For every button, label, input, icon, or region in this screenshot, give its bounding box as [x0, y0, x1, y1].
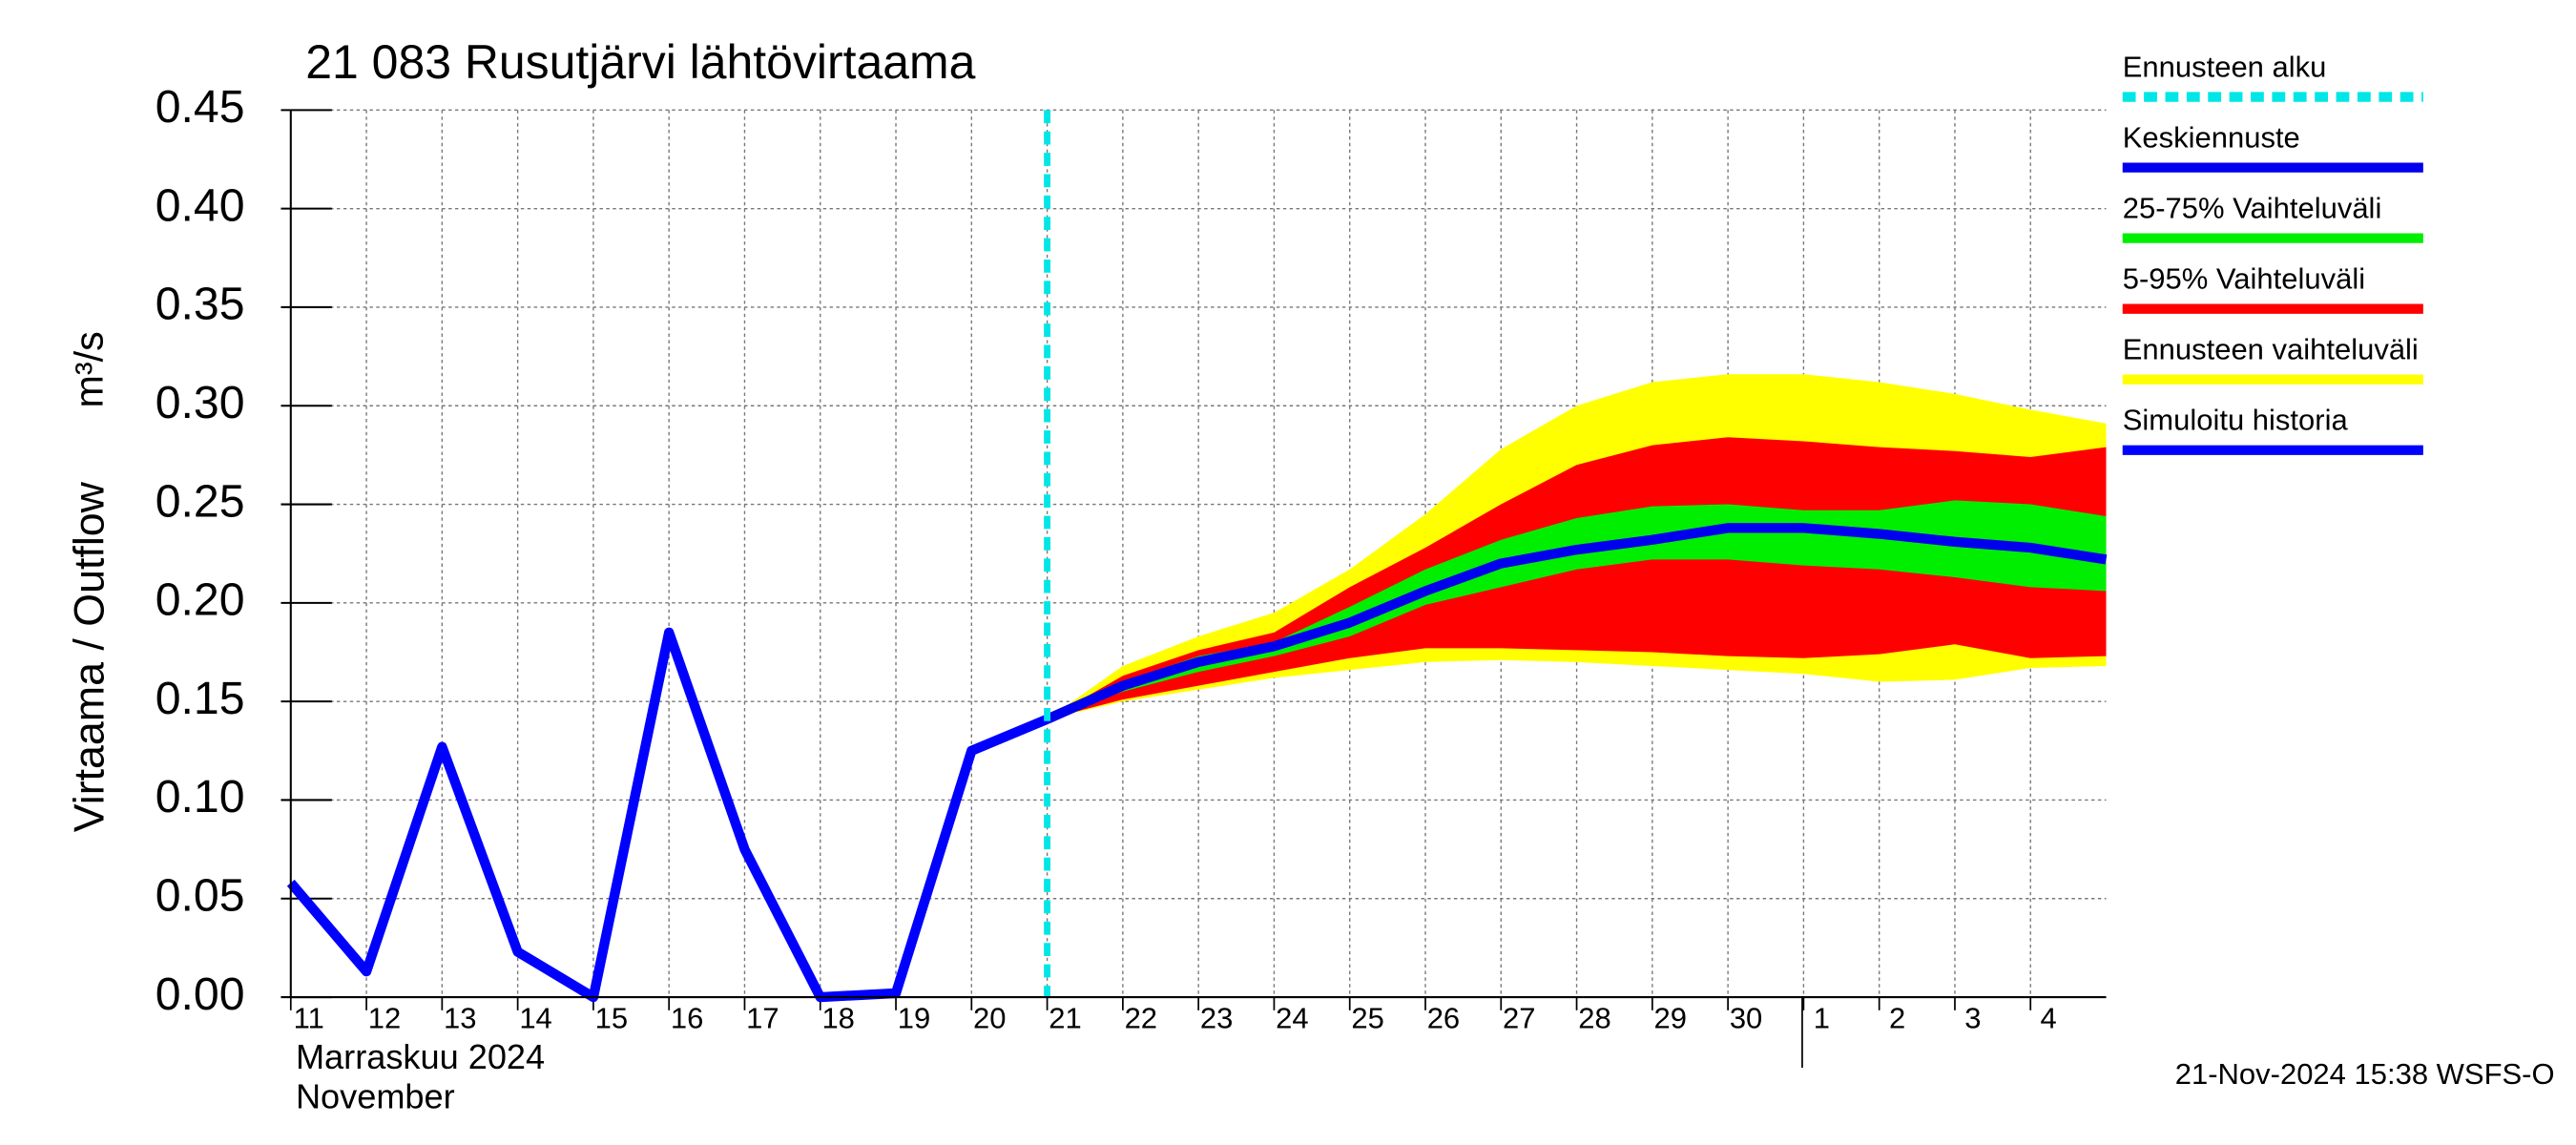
y-axis-label: Virtaama / Outflow — [65, 481, 113, 832]
x-tick-label: 29 — [1654, 1001, 1687, 1034]
x-tick-label: 1 — [1814, 1001, 1830, 1034]
y-tick-label: 0.25 — [156, 475, 245, 527]
legend-label: Ennusteen alku — [2123, 50, 2327, 83]
legend-label: Keskiennuste — [2123, 121, 2300, 155]
line — [286, 627, 1049, 1003]
y-tick-label: 0.00 — [156, 968, 245, 1020]
x-tick-label: 17 — [746, 1001, 779, 1034]
x-tick-label: 13 — [444, 1001, 476, 1034]
x-tick-label: 3 — [1964, 1001, 1981, 1034]
x-tick-label: 21 — [1049, 1001, 1081, 1034]
legend-label: Ennusteen vaihteluväli — [2123, 333, 2419, 366]
y-tick-label: 0.10 — [156, 771, 245, 822]
band — [1047, 500, 2107, 719]
y-tick-label: 0.15 — [156, 673, 245, 724]
x-tick-label: 2 — [1889, 1001, 1905, 1034]
footer: 21-Nov-2024 15:38 WSFS-O — [2175, 1057, 2555, 1091]
x-tick-label: 12 — [368, 1001, 401, 1034]
y-tick-label: 0.35 — [156, 279, 245, 330]
x-tick-label: 23 — [1200, 1001, 1233, 1034]
x-tick-label: 19 — [898, 1001, 930, 1034]
x-tick-label: 11 — [294, 1001, 324, 1034]
y-tick-label: 0.45 — [156, 81, 245, 133]
x-tick-label: 20 — [973, 1001, 1006, 1034]
x-tick-label: 22 — [1125, 1001, 1157, 1034]
x-tick-label: 28 — [1578, 1001, 1610, 1034]
line — [1045, 523, 2108, 724]
x-tick-label: 30 — [1730, 1001, 1762, 1034]
x-axis-label: Marraskuu 2024 — [296, 1037, 545, 1076]
x-tick-label: 16 — [671, 1001, 703, 1034]
band — [1047, 437, 2107, 719]
y-tick-label: 0.30 — [156, 377, 245, 428]
x-tick-label: 25 — [1351, 1001, 1383, 1034]
y-tick-label: 0.05 — [156, 869, 245, 921]
legend-label: Simuloitu historia — [2123, 404, 2349, 437]
x-axis-label: November — [296, 1076, 455, 1115]
y-tick-label: 0.20 — [156, 574, 245, 626]
x-tick-label: 4 — [2041, 1001, 2057, 1034]
x-tick-label: 24 — [1276, 1001, 1308, 1034]
x-tick-label: 18 — [821, 1001, 854, 1034]
y-tick-label: 0.40 — [156, 179, 245, 231]
x-tick-label: 27 — [1503, 1001, 1535, 1034]
chart-title: 21 083 Rusutjärvi lähtövirtaama — [305, 35, 975, 89]
x-tick-label: 26 — [1427, 1001, 1460, 1034]
legend-label: 25-75% Vaihteluväli — [2123, 192, 2382, 225]
legend-label: 5-95% Vaihteluväli — [2123, 262, 2365, 296]
y-axis-unit: m³/s — [67, 331, 111, 407]
x-tick-label: 15 — [595, 1001, 628, 1034]
x-tick-label: 14 — [519, 1001, 551, 1034]
